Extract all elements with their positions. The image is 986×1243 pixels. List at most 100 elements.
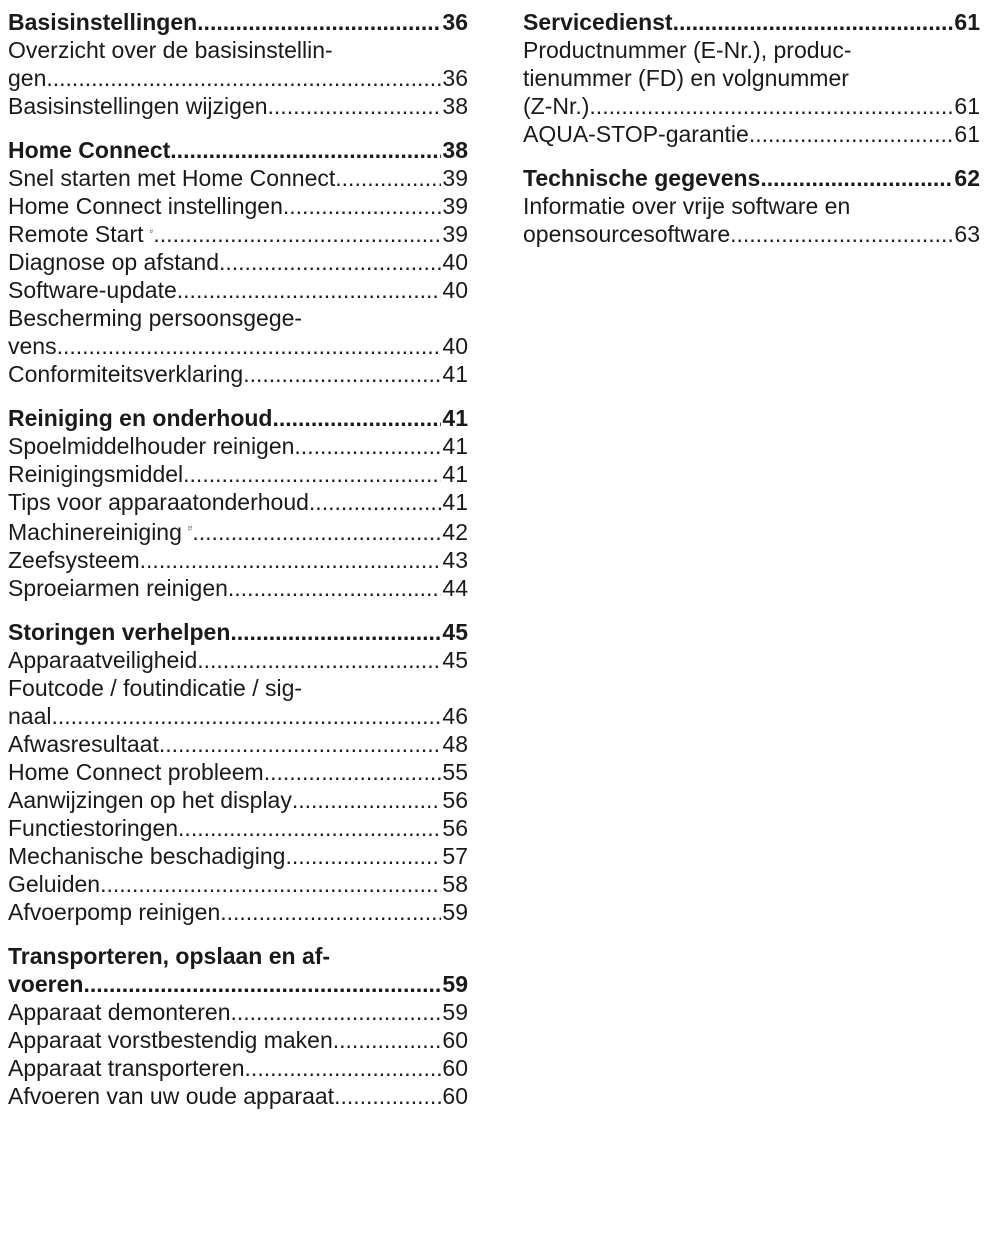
- page-number: 60: [442, 1027, 468, 1053]
- toc-entry[interactable]: Remote Start 39: [8, 220, 468, 248]
- toc-heading[interactable]: Technische gegevens 62: [523, 164, 980, 192]
- page-number: 39: [442, 193, 468, 219]
- toc-heading[interactable]: Servicedienst 61: [523, 8, 980, 36]
- dot-leader: [83, 970, 441, 998]
- entry-text: Afvoeren van uw oude apparaat: [8, 1083, 335, 1109]
- page-number: 59: [442, 999, 468, 1025]
- toc-entry[interactable]: Zeefsysteem 43: [8, 546, 468, 574]
- page-number: 39: [442, 165, 468, 191]
- toc-heading[interactable]: Reiniging en onderhoud 41: [8, 404, 468, 432]
- toc-entry[interactable]: Afvoeren van uw oude apparaat 60: [8, 1082, 468, 1110]
- toc-entry-line[interactable]: Foutcode / foutindicatie / sig-: [8, 674, 468, 702]
- dot-leader: [197, 646, 441, 674]
- page-number: 59: [442, 971, 468, 997]
- dot-leader: [170, 136, 441, 164]
- entry-text: Software-update: [8, 277, 177, 303]
- toc-entry-line[interactable]: Productnummer (E-Nr.), produc-: [523, 36, 980, 64]
- entry-text: AQUA-STOP-garantie: [523, 121, 749, 147]
- dot-leader: [292, 786, 442, 814]
- toc-entry[interactable]: Basisinstellingen wijzigen 38: [8, 92, 468, 120]
- toc-entry-line[interactable]: Overzicht over de basisinstellin-: [8, 36, 468, 64]
- entry-text: opensourcesoftware: [523, 221, 731, 247]
- toc-heading[interactable]: Home Connect 38: [8, 136, 468, 164]
- page-number: 41: [442, 433, 468, 459]
- toc-entry[interactable]: Afvoerpomp reinigen 59: [8, 898, 468, 926]
- dot-leader: [589, 92, 953, 120]
- page-number: 45: [442, 619, 468, 645]
- dot-leader: [285, 842, 441, 870]
- toc-heading[interactable]: Basisinstellingen 36: [8, 8, 468, 36]
- toc-entry[interactable]: Diagnose op afstand 40: [8, 248, 468, 276]
- page-number: 60: [442, 1055, 468, 1081]
- toc-entry[interactable]: Geluiden 58: [8, 870, 468, 898]
- toc-entry-line[interactable]: tienummer (FD) en volgnummer: [523, 64, 980, 92]
- toc-entry[interactable]: Tips voor apparaatonderhoud 41: [8, 488, 468, 516]
- heading-title: Reiniging en onderhoud: [8, 405, 273, 431]
- toc-entry[interactable]: Sproeiarmen reinigen 44: [8, 574, 468, 602]
- toc-section-servicedienst: Servicedienst 61 Productnummer (E-Nr.), p…: [523, 8, 980, 148]
- toc-entry[interactable]: Afwasresultaat 48: [8, 730, 468, 758]
- dot-leader: [183, 460, 441, 488]
- toc-entry[interactable]: Reinigingsmiddel 41: [8, 460, 468, 488]
- heading-title: Technische gegevens: [523, 165, 761, 191]
- toc-entry[interactable]: gen 36: [8, 64, 468, 92]
- dot-leader: [192, 518, 441, 546]
- page-number: 58: [442, 871, 468, 897]
- toc-entry[interactable]: opensourcesoftware 63: [523, 220, 980, 248]
- toc-heading[interactable]: voeren 59: [8, 970, 468, 998]
- entry-text: Productnummer (E-Nr.), produc-: [523, 37, 852, 63]
- dot-leader: [760, 164, 953, 192]
- toc-entry[interactable]: AQUA-STOP-garantie 61: [523, 120, 980, 148]
- toc-section-reiniging: Reiniging en onderhoud 41 Spoelmiddelhoud…: [8, 404, 468, 602]
- toc-entry[interactable]: Conformiteitsverklaring 41: [8, 360, 468, 388]
- page-number: 40: [442, 333, 468, 359]
- dot-leader: [294, 432, 441, 460]
- page-number: 59: [442, 899, 468, 925]
- toc-entry-line[interactable]: Bescherming persoonsgege-: [8, 304, 468, 332]
- entry-text: Home Connect instellingen: [8, 193, 283, 219]
- toc-entry[interactable]: Snel starten met Home Connect 39: [8, 164, 468, 192]
- page-number: 41: [442, 461, 468, 487]
- toc-entry[interactable]: Apparaat demonteren 59: [8, 998, 468, 1026]
- toc-entry[interactable]: vens 40: [8, 332, 468, 360]
- entry-text: Afwasresultaat: [8, 731, 159, 757]
- page-number: 46: [442, 703, 468, 729]
- dot-leader: [230, 618, 441, 646]
- toc-entry[interactable]: naal 46: [8, 702, 468, 730]
- toc-entry[interactable]: Apparaat vorstbestendig maken 60: [8, 1026, 468, 1054]
- page-number: 40: [442, 249, 468, 275]
- dot-leader: [159, 730, 442, 758]
- dot-leader: [177, 276, 442, 304]
- toc-entry[interactable]: Functiestoringen 56: [8, 814, 468, 842]
- toc-entry[interactable]: Home Connect instellingen 39: [8, 192, 468, 220]
- toc-entry-line[interactable]: Informatie over vrije software en: [523, 192, 980, 220]
- toc-entry[interactable]: Mechanische beschadiging 57: [8, 842, 468, 870]
- dot-leader: [51, 702, 441, 730]
- toc-entry[interactable]: Spoelmiddelhouder reinigen 41: [8, 432, 468, 460]
- toc-entry[interactable]: Aanwijzingen op het display 56: [8, 786, 468, 814]
- page-number: 41: [442, 361, 468, 387]
- entry-text: gen: [8, 65, 47, 91]
- toc-entry[interactable]: Home Connect probleem 55: [8, 758, 468, 786]
- page-number: 36: [442, 65, 468, 91]
- dot-leader: [140, 546, 442, 574]
- page-number: 63: [954, 221, 980, 247]
- toc-entry[interactable]: Apparaat transporteren 60: [8, 1054, 468, 1082]
- page-number: 61: [954, 9, 980, 35]
- dot-leader: [197, 8, 441, 36]
- toc-entry[interactable]: Apparaatveiligheid 45: [8, 646, 468, 674]
- toc-entry[interactable]: (Z-Nr.) 61: [523, 92, 980, 120]
- page-number: 38: [442, 137, 468, 163]
- page-number: 57: [442, 843, 468, 869]
- toc-right-column: Servicedienst 61 Productnummer (E-Nr.), p…: [523, 8, 980, 264]
- toc-heading[interactable]: Storingen verhelpen 45: [8, 618, 468, 646]
- dot-leader: [272, 404, 441, 432]
- toc-entry[interactable]: Machinereiniging 42: [8, 516, 468, 546]
- toc-heading-line[interactable]: Transporteren, opslaan en af-: [8, 942, 468, 970]
- dot-leader: [178, 814, 441, 842]
- toc-entry[interactable]: Software-update 40: [8, 276, 468, 304]
- dot-leader: [309, 488, 441, 516]
- toc-left-column: Basisinstellingen 36 Overzicht over de ba…: [8, 8, 468, 1126]
- dot-leader: [334, 1082, 441, 1110]
- page-number: 48: [442, 731, 468, 757]
